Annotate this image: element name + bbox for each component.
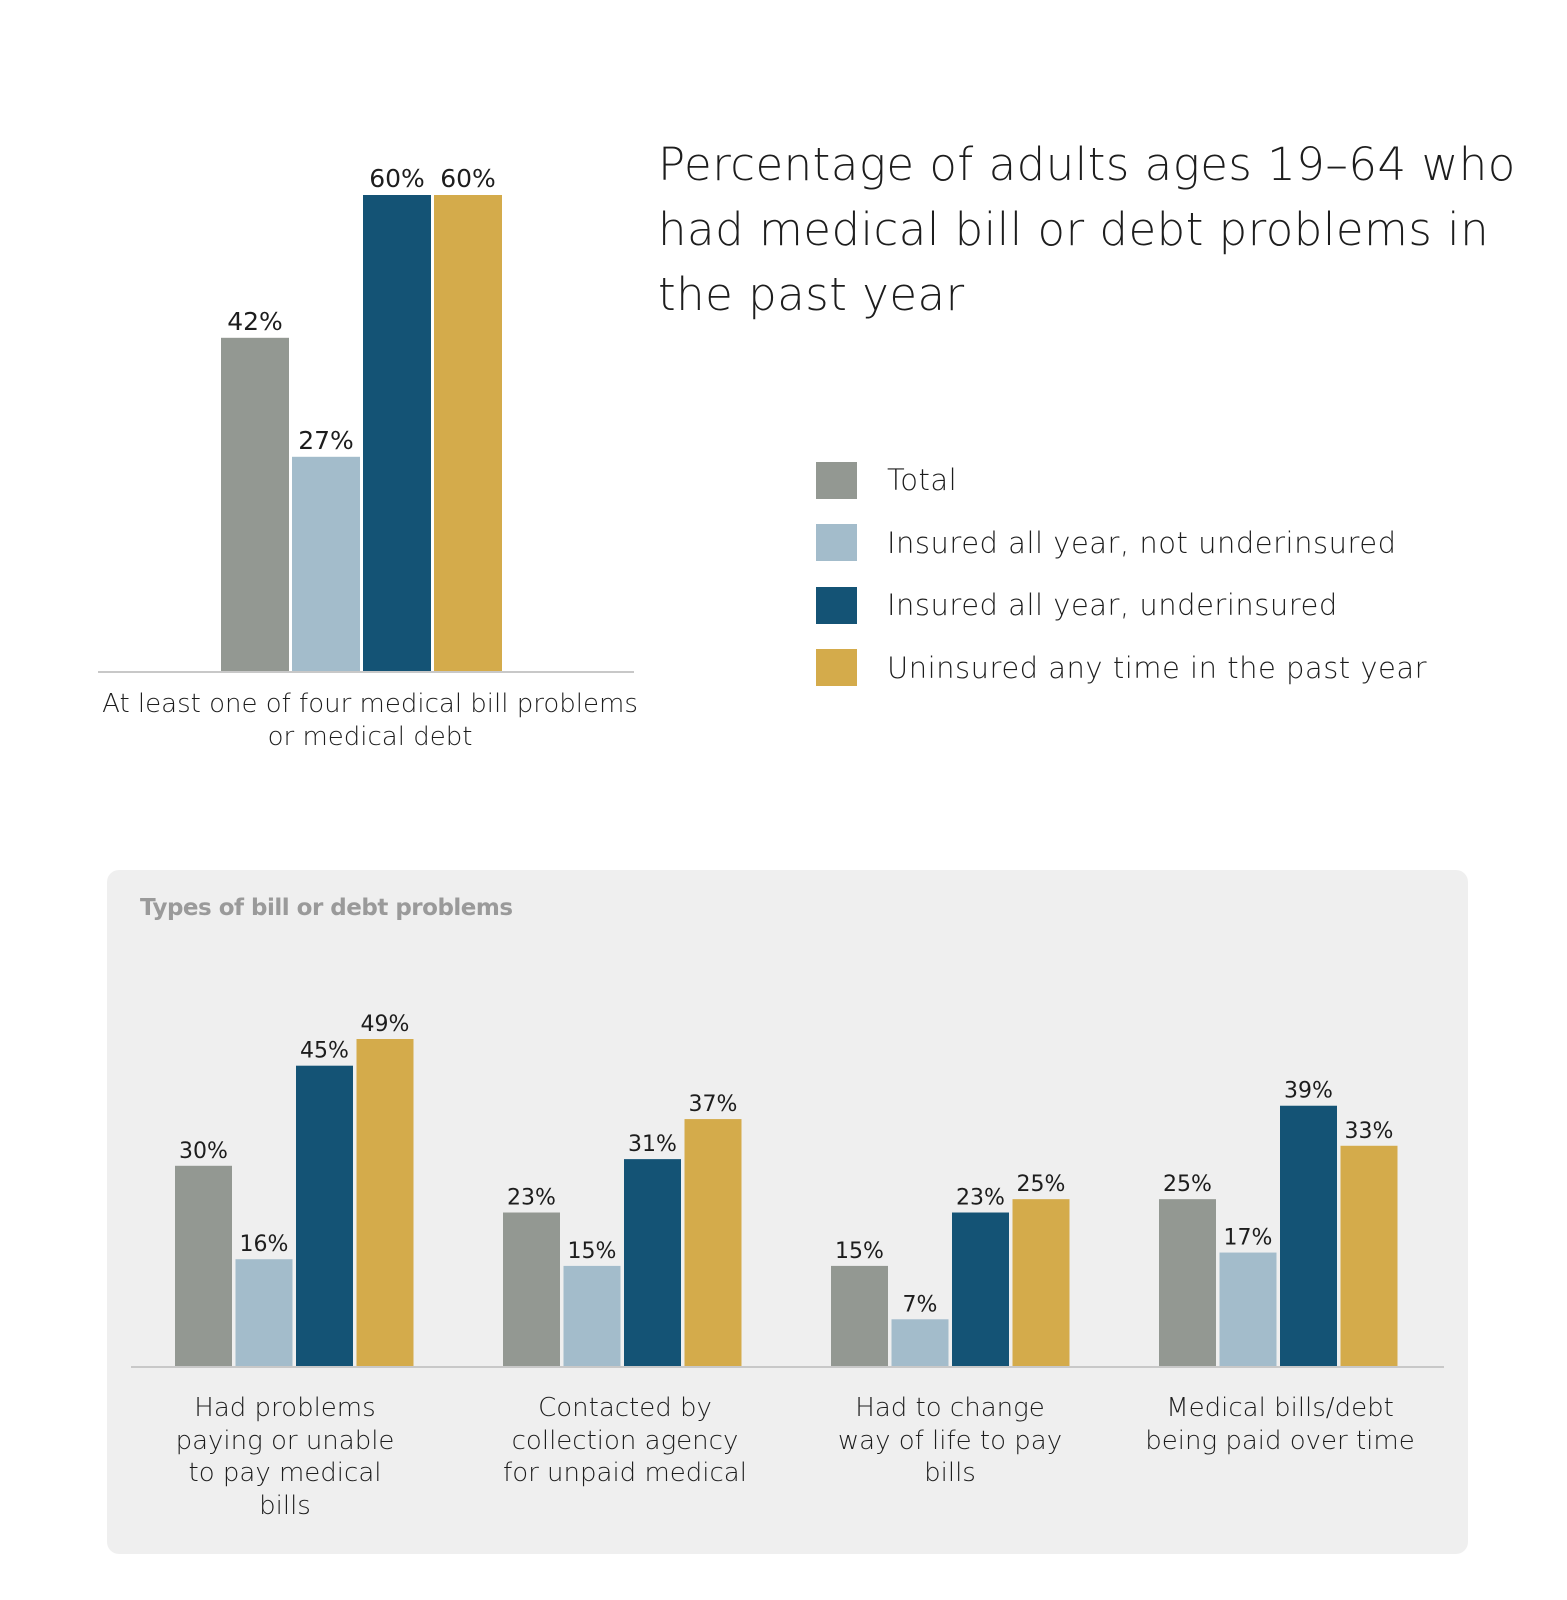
value-label: 15%	[835, 1239, 884, 1264]
bar	[624, 1159, 681, 1366]
value-label: 60%	[369, 164, 425, 193]
bar	[1219, 1252, 1277, 1366]
value-label: 49%	[361, 1012, 410, 1037]
value-label: 30%	[179, 1139, 228, 1164]
bar	[831, 1265, 888, 1366]
legend-item-total: Total	[816, 449, 1427, 512]
bar	[356, 1039, 414, 1366]
value-label: 15%	[568, 1239, 617, 1264]
legend-label: Insured all year, not underinsured	[887, 525, 1397, 560]
legend-swatch	[816, 524, 857, 562]
value-label: 16%	[240, 1232, 289, 1257]
bar	[952, 1212, 1009, 1366]
category-label: Had problems paying or unable to pay med…	[175, 1393, 395, 1521]
category-label: At least one of four medical bill proble…	[102, 689, 638, 752]
legend-label: Total	[887, 463, 958, 498]
panel-title: Types of bill or debt problems	[140, 895, 513, 921]
bar	[1340, 1145, 1398, 1366]
legend-item-insured-underinsured: Insured all year, underinsured	[816, 574, 1427, 637]
chart-title: Percentage of adults ages 19–64 who had …	[658, 138, 1516, 321]
bar	[292, 456, 360, 671]
value-label: 23%	[507, 1186, 556, 1211]
bar	[563, 1265, 621, 1366]
legend-label: Uninsured any time in the past year	[887, 650, 1428, 685]
bar	[296, 1065, 353, 1366]
legend-swatch	[816, 461, 857, 499]
bar	[1280, 1105, 1337, 1366]
value-label: 23%	[956, 1186, 1005, 1211]
value-label: 31%	[628, 1132, 677, 1157]
legend-swatch	[816, 586, 857, 624]
bar	[503, 1212, 560, 1366]
category-label: Had to change way of life to pay bills	[837, 1393, 1063, 1488]
value-label: 27%	[298, 426, 354, 455]
value-label: 45%	[300, 1039, 349, 1064]
category-label: Medical bills/debt being paid over time	[1145, 1393, 1415, 1456]
bar	[235, 1259, 293, 1366]
legend-label: Insured all year, underinsured	[887, 588, 1338, 623]
value-label: 33%	[1345, 1119, 1394, 1144]
bar	[1159, 1199, 1216, 1366]
bar	[891, 1319, 949, 1366]
legend: Total Insured all year, not underinsured…	[816, 449, 1427, 699]
legend-swatch	[816, 649, 857, 687]
category-label: Contacted by collection agency for unpai…	[503, 1393, 747, 1488]
value-label: 7%	[903, 1292, 938, 1317]
value-label: 42%	[227, 307, 283, 336]
bar	[434, 195, 502, 671]
value-label: 17%	[1224, 1226, 1273, 1251]
legend-item-insured-not-underinsured: Insured all year, not underinsured	[816, 512, 1427, 575]
value-label: 25%	[1017, 1172, 1066, 1197]
value-label: 60%	[440, 164, 496, 193]
value-label: 39%	[1284, 1079, 1333, 1104]
value-label: 25%	[1163, 1172, 1212, 1197]
bar	[175, 1165, 232, 1366]
value-label: 37%	[689, 1092, 738, 1117]
bar	[1012, 1199, 1070, 1366]
bar	[363, 195, 431, 671]
bar	[684, 1119, 742, 1366]
legend-item-uninsured: Uninsured any time in the past year	[816, 637, 1427, 700]
bar	[221, 337, 289, 671]
